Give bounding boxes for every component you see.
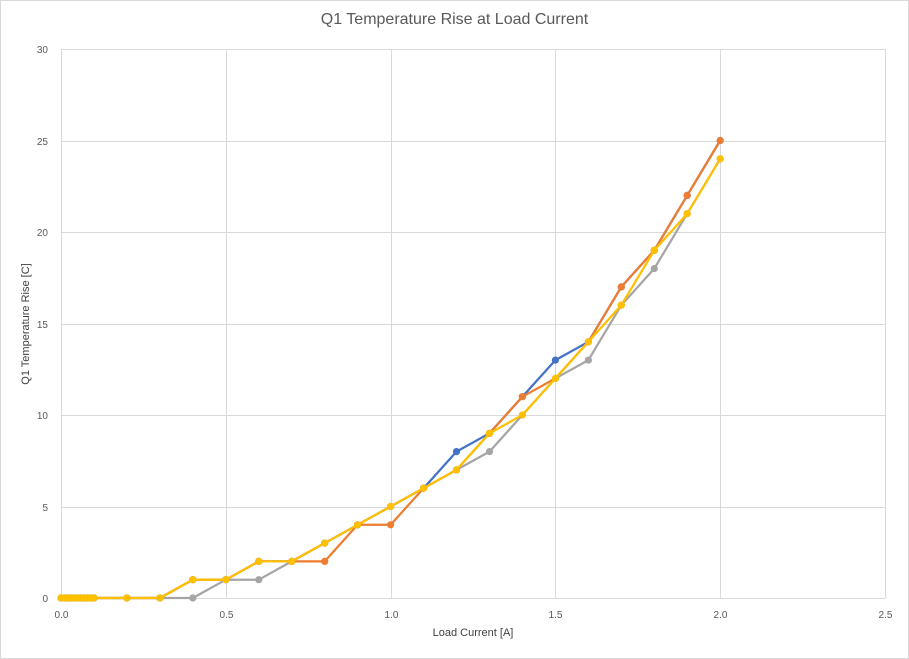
data-point (321, 539, 329, 547)
series-line (59, 157, 722, 600)
data-point (617, 301, 625, 309)
data-point (683, 210, 691, 218)
y-tick-label: 15 (37, 320, 49, 331)
data-point (452, 448, 461, 456)
data-point (551, 374, 560, 382)
data-point (222, 576, 230, 584)
data-point (518, 393, 527, 401)
data-point (518, 411, 527, 419)
data-point (551, 356, 560, 364)
series-2 (57, 136, 724, 602)
series-line (59, 139, 722, 600)
series-3 (57, 155, 724, 602)
y-tick-label: 5 (42, 503, 48, 514)
data-point (90, 594, 98, 602)
data-point (123, 594, 131, 602)
data-point (255, 557, 263, 566)
y-tick-label: 20 (37, 228, 49, 239)
x-tick-label: 1.0 (385, 610, 399, 621)
x-axis-title: Load Current [A] (432, 627, 514, 639)
data-point (683, 191, 691, 199)
tick-labels: 0 5 10 15 20 25 30 0.0 0.5 1.0 1.5 2.0 2.5 (37, 45, 893, 621)
data-point (189, 594, 197, 602)
data-point (617, 283, 625, 291)
data-point (387, 521, 395, 529)
data-point (650, 265, 658, 273)
y-tick-label: 25 (37, 137, 49, 148)
data-point (650, 246, 658, 254)
x-tick-label: 2.5 (879, 610, 893, 621)
data-point (321, 557, 329, 566)
data-point (584, 356, 593, 364)
y-tick-label: 10 (37, 411, 49, 422)
data-point (189, 576, 197, 584)
x-tick-label: 0.0 (55, 610, 69, 621)
chart-title: Q1 Temperature Rise at Load Current (320, 11, 589, 28)
data-point (255, 576, 263, 584)
series-4 (57, 155, 724, 602)
data-point (716, 136, 724, 145)
y-tick-label: 0 (42, 594, 48, 605)
x-tick-label: 2.0 (714, 610, 728, 621)
data-point (485, 448, 494, 456)
series-line (59, 139, 722, 600)
data-point (420, 484, 428, 492)
x-tick-label: 0.5 (220, 610, 234, 621)
series-line (59, 157, 722, 600)
data-point (354, 521, 362, 529)
data-point (288, 557, 296, 566)
y-tick-label: 30 (37, 45, 49, 56)
data-point (485, 429, 494, 437)
x-tick-label: 1.5 (549, 610, 563, 621)
series-1 (57, 136, 724, 602)
series-layer (57, 136, 724, 602)
y-axis-title: Q1 Temperature Rise [C] (20, 263, 32, 385)
data-point (452, 466, 461, 474)
gridlines (61, 49, 886, 599)
data-point (584, 338, 593, 346)
data-point (716, 155, 724, 163)
data-point (156, 594, 164, 602)
data-point (387, 502, 395, 511)
